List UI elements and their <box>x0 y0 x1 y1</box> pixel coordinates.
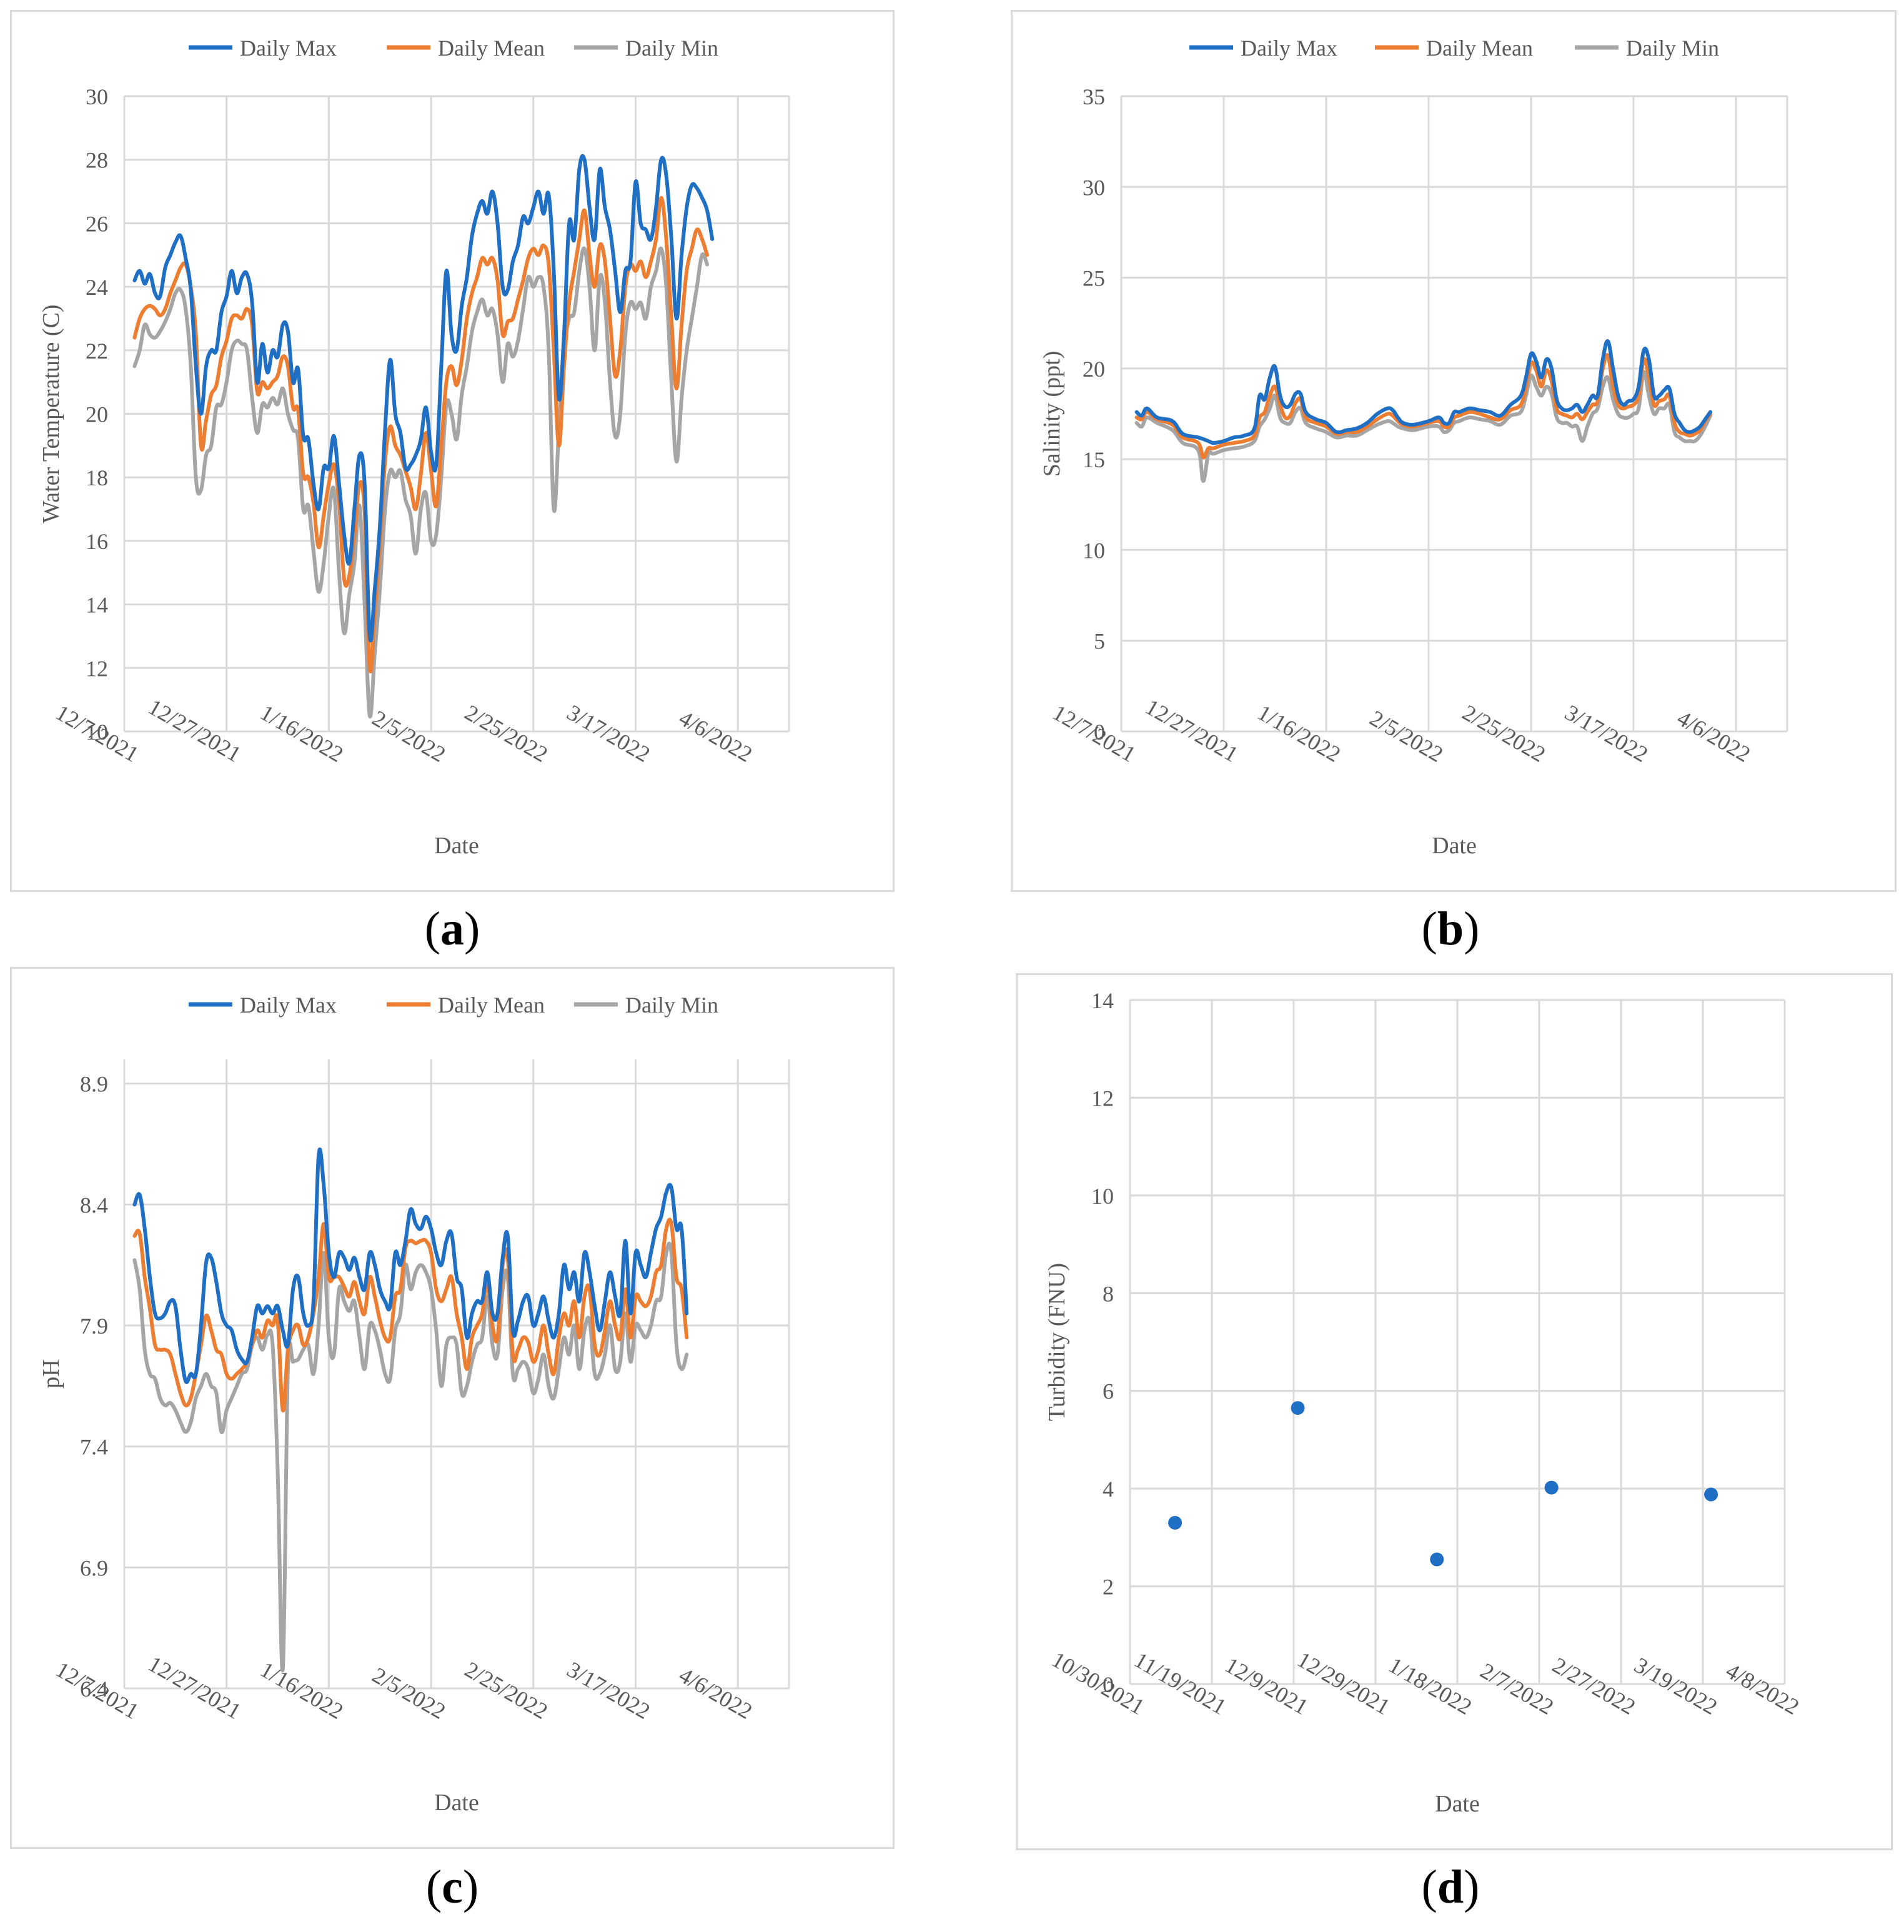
y-tick-label: 14 <box>86 593 108 618</box>
panel-label-c: (c) <box>425 1861 479 1913</box>
x-tick-label: 2/5/2022 <box>1366 705 1447 767</box>
x-tick-label: 4/8/2022 <box>1722 1658 1803 1720</box>
y-tick-label: 22 <box>86 339 108 364</box>
y-tick-label: 12 <box>86 656 108 681</box>
x-tick-label: 4/6/2022 <box>675 705 756 767</box>
legend-label: Daily Mean <box>1426 36 1533 61</box>
x-tick-label: 2/5/2022 <box>368 1662 450 1724</box>
series-line-min <box>1134 370 1712 483</box>
x-axis-title: Date <box>1435 1791 1480 1817</box>
scatter-point <box>1544 1480 1559 1495</box>
x-tick-label: 2/25/2022 <box>460 1657 552 1724</box>
x-tick-label: 3/17/2022 <box>1561 700 1652 767</box>
y-tick-label: 2 <box>1103 1575 1114 1600</box>
y-tick-label: 15 <box>1083 447 1105 472</box>
y-tick-label: 12 <box>1091 1086 1114 1111</box>
chart-panel-c: 6.4 6.9 7.4 7.9 8.4 8.9 12/7/2021 12/27/2021 1/1… <box>10 967 895 1849</box>
x-tick-label: 1/16/2022 <box>256 700 347 767</box>
y-axis-title: Water Temperature (C) <box>38 304 64 523</box>
y-tick-label: 10 <box>1091 1184 1114 1209</box>
series-line-mean <box>1134 353 1712 460</box>
legend-label: Daily Max <box>240 993 337 1018</box>
y-axis-title: Turbidity (FNU) <box>1044 1263 1070 1421</box>
x-tick-label: 2/25/2022 <box>460 700 552 767</box>
x-tick-label: 1/16/2022 <box>256 1657 347 1724</box>
x-tick-label: 2/7/2022 <box>1476 1658 1558 1720</box>
y-tick-label: 7.4 <box>80 1435 108 1460</box>
series-line-max <box>132 154 715 643</box>
y-tick-label: 0 <box>1094 720 1105 745</box>
x-tick-label: 1/18/2022 <box>1385 1652 1476 1720</box>
scatter-point <box>1168 1515 1183 1530</box>
y-tick-label: 16 <box>86 529 108 554</box>
series-line-max <box>1134 339 1712 445</box>
x-tick-label: 12/7/2021 <box>1049 700 1140 767</box>
y-tick-label: 6.9 <box>80 1555 108 1580</box>
x-tick-label: 3/17/2022 <box>563 700 654 767</box>
x-tick-label: 2/27/2022 <box>1549 1652 1640 1720</box>
y-tick-label: 6 <box>1103 1379 1114 1404</box>
y-tick-label: 24 <box>86 275 108 300</box>
y-axis-title: pH <box>38 1359 64 1388</box>
x-tick-label: 12/7/2021 <box>52 1657 143 1724</box>
y-tick-label: 28 <box>86 148 108 173</box>
y-tick-label: 10 <box>86 720 108 745</box>
chart-panel-a: 10 12 14 16 18 20 22 24 26 28 30 12/7/2021 12/27/202… <box>10 10 895 892</box>
turbidity-chart: 0246810121410/30/202111/19/202112/9/2021… <box>1044 988 1803 1817</box>
x-axis-title: Date <box>434 1790 479 1816</box>
x-axis-title: Date <box>1432 833 1477 859</box>
x-tick-label: 3/17/2022 <box>563 1657 654 1724</box>
x-tick-label: 2/5/2022 <box>368 705 450 767</box>
y-tick-label: 20 <box>1083 357 1105 382</box>
ph-chart: 6.46.97.47.98.48.912/7/2021 12/27/2021 1/1… <box>38 993 790 1816</box>
scatter-point <box>1430 1552 1444 1567</box>
y-tick-label: 30 <box>86 84 108 109</box>
y-tick-label: 4 <box>1103 1477 1114 1502</box>
y-tick-label: 8 <box>1103 1281 1114 1306</box>
legend-label: Daily Min <box>625 993 718 1018</box>
y-tick-label: 0 <box>1103 1672 1114 1697</box>
x-tick-label: 4/6/2022 <box>675 1662 756 1724</box>
legend-label: Daily Max <box>240 36 337 61</box>
scatter-point <box>1291 1401 1305 1415</box>
y-tick-label: 26 <box>86 211 108 236</box>
y-tick-label: 35 <box>1083 84 1105 109</box>
y-tick-label: 25 <box>1083 266 1105 291</box>
y-tick-label: 8.4 <box>80 1192 108 1217</box>
x-tick-label: 3/19/2022 <box>1630 1652 1722 1720</box>
panel-label-a: (a) <box>424 903 480 955</box>
legend-label: Daily Max <box>1241 36 1337 61</box>
y-tick-label: 30 <box>1083 175 1105 200</box>
legend-label: Daily Min <box>1626 36 1719 61</box>
x-axis-title: Date <box>434 833 479 859</box>
panel-label-d: (d) <box>1421 1861 1480 1913</box>
x-tick-label: 2/25/2022 <box>1459 700 1550 767</box>
y-tick-label: 18 <box>86 465 108 490</box>
y-axis-title: Salinity (ppt) <box>1039 351 1065 477</box>
scatter-point <box>1704 1487 1718 1502</box>
series-line-min <box>132 246 709 719</box>
y-tick-label: 6.4 <box>80 1677 108 1702</box>
legend-label: Daily Mean <box>438 993 545 1018</box>
chart-panel-b: 0 5 10 15 20 25 30 35 12/7/2021 12/27/2021 1/16/20… <box>1011 10 1897 892</box>
y-tick-label: 10 <box>1083 538 1105 563</box>
legend-label: Daily Min <box>625 36 718 61</box>
y-tick-label: 7.9 <box>80 1314 108 1339</box>
y-tick-label: 5 <box>1094 629 1105 654</box>
y-tick-label: 8.9 <box>80 1072 108 1097</box>
series-line-max <box>132 1147 689 1384</box>
series-line-mean <box>132 1217 689 1412</box>
chart-panel-d: 0 2 4 6 8 10 12 14 10/30/2021 11/19/2021 12/9/2021… <box>1016 973 1893 1850</box>
panel-label-b: (b) <box>1421 903 1480 955</box>
y-tick-label: 14 <box>1091 988 1114 1013</box>
series-line-mean <box>132 196 709 673</box>
x-tick-label: 1/16/2022 <box>1254 700 1345 767</box>
x-tick-label: 12/7/2021 <box>52 700 143 767</box>
legend-label: Daily Mean <box>438 36 545 61</box>
y-tick-label: 20 <box>86 402 108 427</box>
x-tick-label: 4/6/2022 <box>1673 705 1755 767</box>
